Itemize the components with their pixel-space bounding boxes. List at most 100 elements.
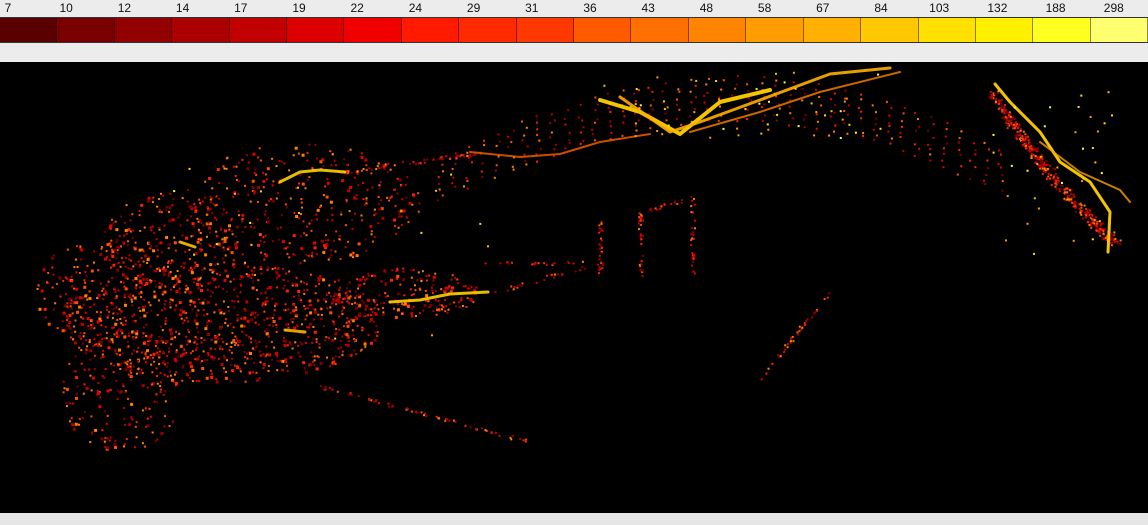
density-point — [217, 338, 220, 340]
density-point — [172, 198, 175, 200]
density-point — [113, 333, 116, 336]
density-point — [987, 167, 990, 170]
density-point — [1039, 166, 1042, 168]
density-point — [666, 106, 669, 109]
density-point — [407, 303, 410, 306]
density-point — [1003, 117, 1006, 120]
density-point — [629, 106, 632, 109]
density-point — [512, 288, 515, 291]
density-point — [80, 248, 84, 252]
density-point — [106, 389, 110, 393]
density-point — [227, 306, 230, 308]
density-point — [241, 344, 244, 347]
density-point — [191, 368, 195, 372]
density-point — [402, 267, 405, 270]
density-point — [305, 283, 308, 286]
density-point — [333, 295, 336, 297]
density-point — [318, 343, 321, 345]
density-point — [555, 143, 557, 146]
density-point — [405, 408, 408, 411]
density-point — [1054, 168, 1057, 171]
density-point — [96, 392, 100, 395]
density-point — [110, 239, 113, 242]
density-point — [306, 225, 308, 228]
density-point — [163, 303, 166, 306]
density-point — [786, 343, 789, 346]
density-point — [248, 276, 251, 279]
density-point — [942, 147, 945, 150]
density-point — [432, 275, 436, 279]
density-point — [300, 201, 303, 204]
density-point — [196, 357, 200, 361]
density-point — [1080, 213, 1083, 216]
density-point — [333, 292, 337, 296]
density-point — [309, 273, 312, 276]
density-point — [543, 279, 546, 281]
density-point — [490, 432, 493, 435]
density-point — [143, 226, 146, 229]
density-point — [182, 364, 185, 367]
density-point — [398, 178, 402, 182]
density-point — [193, 341, 196, 344]
density-point — [253, 348, 256, 351]
density-map[interactable] — [0, 62, 1148, 513]
density-point — [298, 212, 300, 214]
density-point — [360, 278, 363, 281]
density-point — [119, 265, 122, 268]
density-point — [648, 113, 651, 116]
density-point — [355, 254, 359, 258]
density-point — [497, 155, 500, 158]
density-point — [84, 294, 88, 298]
density-point — [86, 345, 88, 348]
density-point — [450, 173, 453, 176]
density-point — [358, 304, 362, 308]
density-point — [365, 197, 368, 200]
density-point — [164, 363, 166, 366]
density-point — [274, 267, 277, 270]
density-point — [1082, 147, 1084, 150]
density-point — [1052, 177, 1055, 180]
density-point — [139, 266, 142, 269]
density-point — [736, 127, 739, 130]
density-point — [121, 273, 125, 277]
density-point — [258, 377, 261, 380]
density-point — [74, 370, 77, 373]
density-point — [914, 129, 917, 132]
density-point — [347, 150, 350, 153]
density-point — [158, 350, 161, 353]
density-point — [194, 277, 197, 280]
density-point — [848, 123, 851, 126]
density-point — [328, 284, 331, 287]
density-point — [251, 186, 255, 190]
density-point — [289, 356, 293, 359]
density-point — [958, 137, 961, 139]
density-point — [208, 319, 210, 322]
density-point — [414, 289, 417, 292]
density-point — [215, 218, 218, 221]
density-point — [550, 113, 553, 116]
density-point — [498, 434, 501, 437]
density-point — [1110, 232, 1113, 235]
density-point — [83, 332, 86, 335]
density-point — [108, 339, 112, 343]
density-point — [929, 153, 932, 156]
density-point — [1088, 211, 1091, 214]
density-point — [187, 328, 189, 331]
density-point — [566, 260, 569, 263]
density-point — [568, 132, 571, 135]
density-point — [1005, 239, 1007, 242]
density-point — [661, 101, 664, 104]
density-point — [196, 217, 199, 220]
density-point — [349, 148, 352, 151]
density-point — [178, 287, 181, 290]
density-point — [1101, 228, 1104, 231]
density-point — [411, 315, 413, 318]
density-point — [357, 294, 360, 297]
density-point — [451, 286, 454, 290]
density-point — [568, 262, 570, 264]
density-point — [885, 100, 888, 103]
density-point — [1015, 136, 1018, 139]
density-point — [609, 120, 612, 123]
density-point — [108, 439, 111, 442]
density-point — [88, 368, 91, 371]
